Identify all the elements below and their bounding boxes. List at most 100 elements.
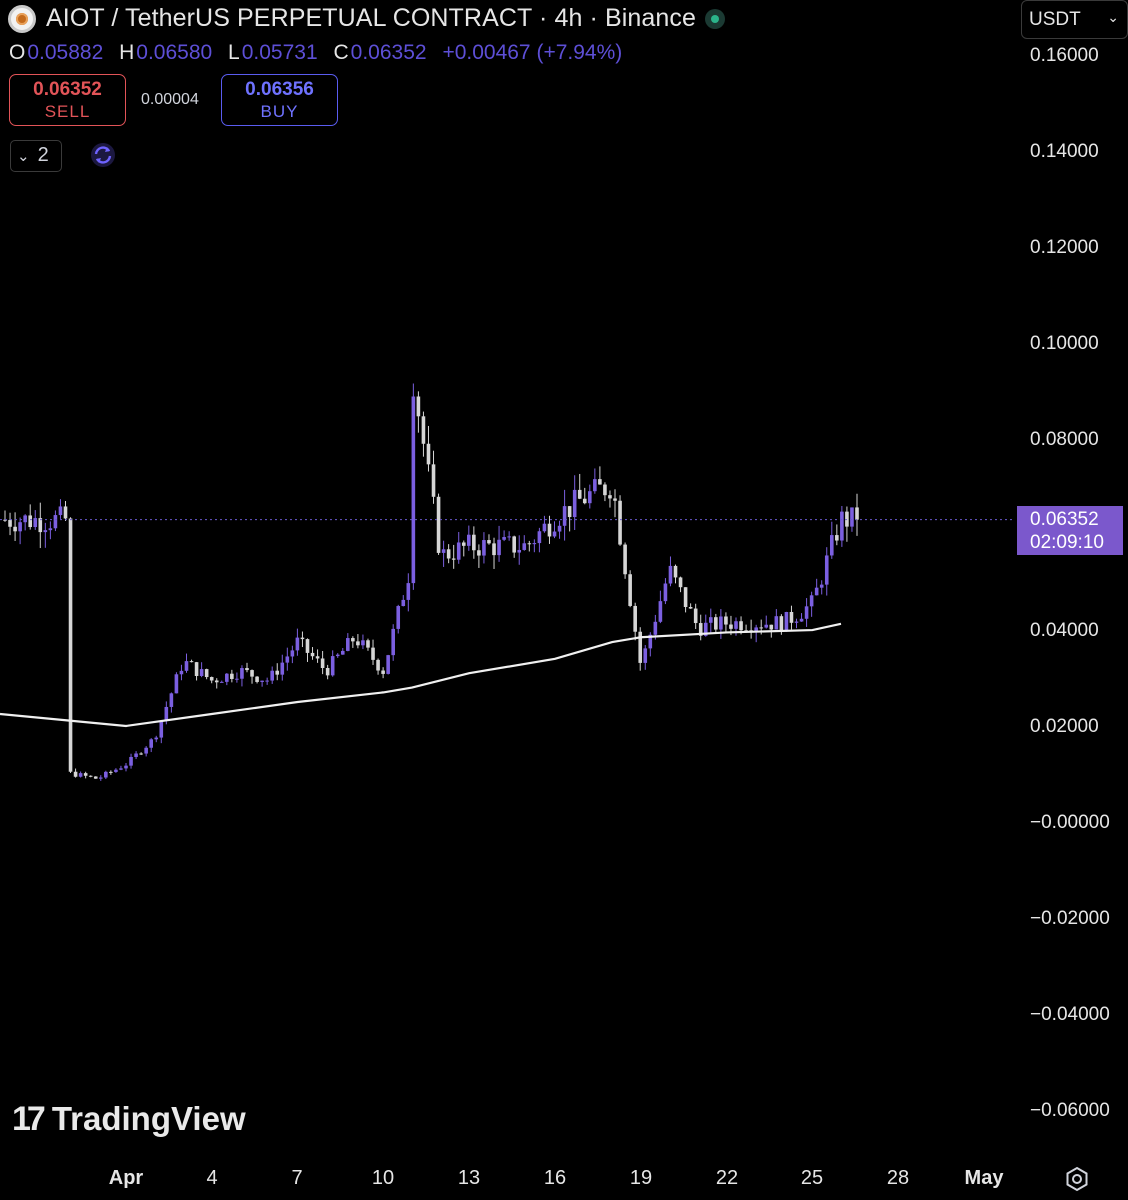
- candle-up[interactable]: [386, 655, 390, 674]
- buy-button[interactable]: 0.06356 BUY: [221, 74, 338, 126]
- candle-down[interactable]: [28, 515, 33, 528]
- candle-down[interactable]: [371, 647, 375, 660]
- candle-down[interactable]: [451, 558, 456, 560]
- candle-up[interactable]: [159, 720, 164, 738]
- candle-down[interactable]: [13, 526, 17, 532]
- candle-up[interactable]: [411, 396, 416, 584]
- candle-down[interactable]: [189, 661, 194, 663]
- candle-up[interactable]: [265, 680, 269, 682]
- candle-up[interactable]: [774, 616, 779, 630]
- candle-down[interactable]: [356, 641, 360, 646]
- candle-down[interactable]: [3, 519, 7, 521]
- candle-down[interactable]: [698, 623, 703, 636]
- candle-up[interactable]: [441, 549, 446, 553]
- candle-down[interactable]: [305, 639, 310, 653]
- candle-down[interactable]: [351, 638, 355, 642]
- candle-down[interactable]: [638, 631, 643, 663]
- candle-down[interactable]: [230, 673, 234, 679]
- candle-up[interactable]: [144, 747, 148, 754]
- candle-up[interactable]: [840, 511, 844, 541]
- candle-down[interactable]: [416, 396, 421, 417]
- candle-down[interactable]: [678, 577, 683, 588]
- candle-down[interactable]: [673, 565, 678, 578]
- candle-down[interactable]: [245, 668, 249, 671]
- candle-up[interactable]: [829, 535, 834, 556]
- candle-down[interactable]: [446, 549, 451, 559]
- candle-up[interactable]: [295, 637, 300, 651]
- refresh-icon[interactable]: [90, 142, 116, 168]
- candle-up[interactable]: [557, 525, 562, 532]
- candle-down[interactable]: [421, 416, 426, 444]
- candle-up[interactable]: [809, 595, 814, 607]
- candle-down[interactable]: [436, 496, 441, 553]
- candle-up[interactable]: [708, 617, 713, 623]
- candle-up[interactable]: [507, 536, 511, 538]
- candle-down[interactable]: [214, 680, 219, 683]
- candle-up[interactable]: [129, 756, 133, 766]
- candle-up[interactable]: [154, 737, 159, 740]
- candle-up[interactable]: [119, 768, 123, 770]
- settings-icon[interactable]: [1064, 1166, 1090, 1192]
- candle-up[interactable]: [219, 681, 224, 683]
- candle-up[interactable]: [391, 628, 395, 656]
- candle-down[interactable]: [255, 676, 259, 682]
- candle-down[interactable]: [633, 605, 637, 632]
- candle-down[interactable]: [83, 773, 88, 776]
- candle-down[interactable]: [204, 669, 209, 678]
- candle-up[interactable]: [754, 627, 758, 632]
- candle-up[interactable]: [522, 543, 527, 550]
- candle-up[interactable]: [517, 549, 522, 553]
- sell-button[interactable]: 0.06352 SELL: [9, 74, 126, 126]
- candle-down[interactable]: [603, 484, 607, 496]
- candle-up[interactable]: [78, 773, 83, 777]
- candle-down[interactable]: [512, 536, 516, 553]
- candle-down[interactable]: [310, 652, 315, 657]
- candle-up[interactable]: [719, 616, 723, 630]
- candle-down[interactable]: [472, 534, 476, 551]
- candle-down[interactable]: [577, 489, 582, 499]
- candle-up[interactable]: [169, 693, 174, 707]
- candle-up[interactable]: [406, 583, 411, 600]
- candle-up[interactable]: [703, 622, 708, 636]
- candle-down[interactable]: [527, 543, 532, 545]
- candle-down[interactable]: [608, 495, 612, 499]
- candle-down[interactable]: [845, 511, 849, 527]
- candle-up[interactable]: [270, 670, 274, 681]
- candle-up[interactable]: [552, 531, 557, 537]
- candle-down[interactable]: [275, 670, 280, 675]
- candle-down[interactable]: [461, 542, 466, 546]
- candle-up[interactable]: [114, 769, 118, 772]
- candle-up[interactable]: [648, 634, 653, 649]
- candle-up[interactable]: [124, 765, 128, 769]
- candle-up[interactable]: [663, 583, 668, 602]
- candle-up[interactable]: [199, 669, 204, 676]
- candle-down[interactable]: [8, 520, 12, 527]
- candle-up[interactable]: [572, 489, 577, 518]
- candle-down[interactable]: [250, 670, 254, 677]
- candle-down[interactable]: [547, 523, 552, 537]
- candle-down[interactable]: [315, 656, 320, 659]
- candle-down[interactable]: [477, 550, 481, 556]
- candle-up[interactable]: [58, 506, 63, 516]
- candle-down[interactable]: [714, 617, 718, 630]
- candle-up[interactable]: [240, 668, 244, 679]
- candle-up[interactable]: [643, 648, 648, 663]
- candle-up[interactable]: [330, 656, 335, 676]
- candle-up[interactable]: [588, 491, 592, 504]
- candle-down[interactable]: [683, 587, 688, 608]
- candle-up[interactable]: [532, 543, 537, 545]
- candle-up[interactable]: [824, 555, 829, 585]
- candle-down[interactable]: [567, 506, 572, 518]
- symbol-title[interactable]: AIOT / TetherUS PERPETUAL CONTRACT · 4h …: [46, 4, 697, 32]
- candle-up[interactable]: [164, 706, 169, 721]
- candle-up[interactable]: [502, 537, 506, 540]
- candle-down[interactable]: [739, 621, 743, 631]
- candle-up[interactable]: [53, 515, 58, 529]
- candle-up[interactable]: [799, 618, 804, 622]
- candle-down[interactable]: [628, 574, 632, 606]
- candle-down[interactable]: [300, 637, 305, 640]
- candle-down[interactable]: [724, 616, 728, 625]
- candle-up[interactable]: [235, 678, 239, 680]
- candle-down[interactable]: [759, 627, 764, 629]
- indicators-toggle-button[interactable]: ⌄ 2: [10, 140, 62, 172]
